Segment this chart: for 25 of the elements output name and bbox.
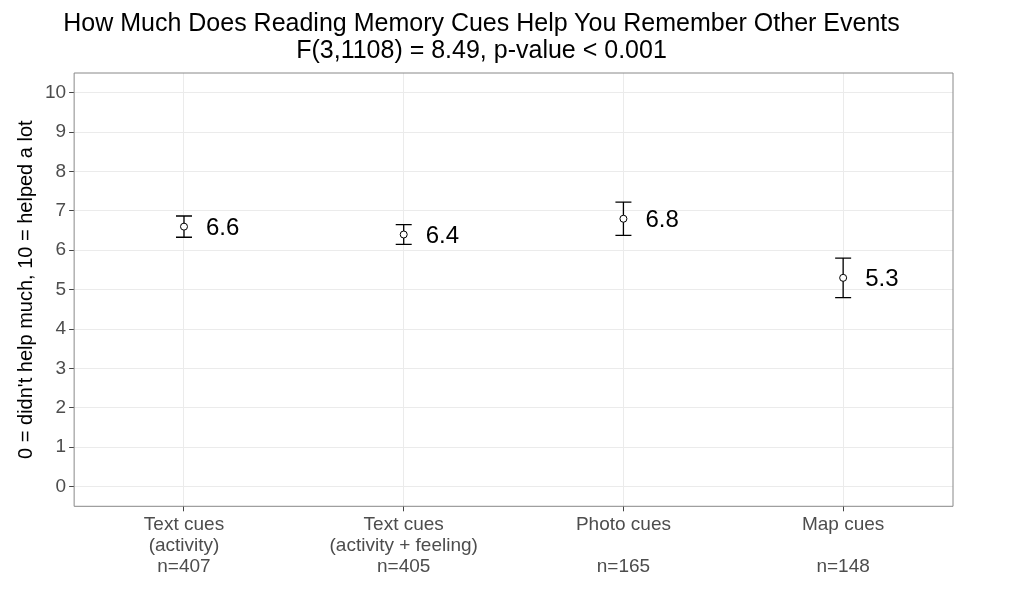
point [619, 214, 628, 223]
y-tick-label: 4 [55, 317, 67, 339]
y-axis-title: 0 = didn't help much, 10 = helped a lot [13, 119, 36, 459]
x-tick-label: Text cues (activity) n=407 [143, 512, 225, 576]
y-tick-label: 5 [55, 277, 67, 299]
y-tick-label: 10 [44, 80, 67, 102]
y-tick-label: 3 [55, 356, 67, 378]
y-tick-label: 2 [55, 396, 67, 418]
data-label: 6.6 [205, 213, 240, 241]
x-tick-label: Map cues n=148 [801, 512, 885, 576]
y-tick-label: 0 [55, 474, 67, 496]
chart-title: How Much Does Reading Memory Cues Help You Remember Other Events [63, 7, 900, 36]
x-tick-label: Photo cues n=165 [575, 512, 671, 576]
data-label: 6.4 [425, 221, 460, 249]
x-tick-label: Text cues (activity + feeling) n=405 [329, 512, 478, 576]
y-tick-label: 8 [55, 159, 67, 181]
chart-subtitle: F(3,1108) = 8.49, p-value < 0.001 [296, 35, 667, 64]
y-tick-label: 6 [55, 238, 67, 260]
y-tick-label: 1 [55, 435, 67, 457]
y-tick-label: 7 [55, 199, 67, 221]
data-label: 6.8 [645, 205, 679, 233]
y-tick-label: 9 [55, 120, 67, 142]
point [179, 222, 188, 231]
point [839, 273, 848, 282]
data-label: 5.3 [865, 264, 899, 292]
